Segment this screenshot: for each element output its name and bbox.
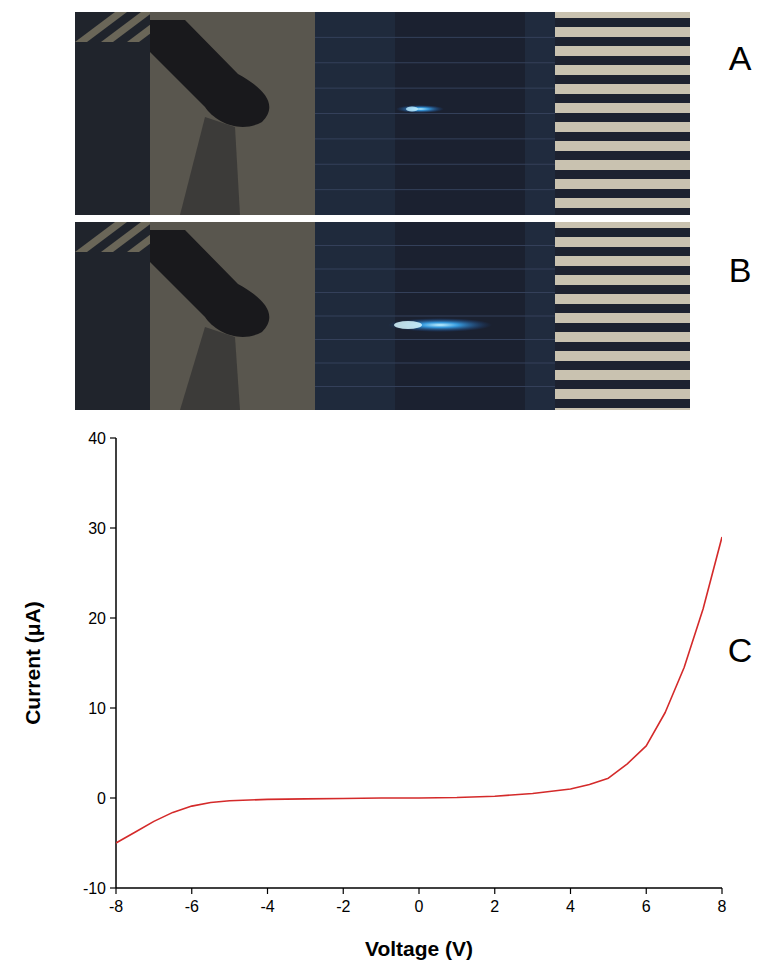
y-tick-label: 40 xyxy=(88,430,106,447)
electrode-finger xyxy=(555,103,690,113)
y-tick xyxy=(110,617,116,618)
electrode-finger xyxy=(555,256,690,266)
x-tick-label: 2 xyxy=(490,898,499,915)
y-tick-label: -10 xyxy=(83,880,106,897)
chart: -8 -6 -4 -2 0 2 4 6 8 -10 0 10 20 30 40 Voltage (V) Curr… xyxy=(21,430,727,961)
diagonal-stripe xyxy=(75,12,127,42)
y-axis xyxy=(115,438,117,888)
fine-line xyxy=(315,269,555,270)
x-tick xyxy=(115,888,116,894)
fine-line xyxy=(315,88,555,89)
fine-line xyxy=(315,316,555,317)
electrode-finger xyxy=(555,12,690,18)
electrode-finger xyxy=(555,313,690,323)
x-axis-title: Voltage (V) xyxy=(365,937,473,960)
x-tick xyxy=(267,888,268,894)
probe-tip xyxy=(150,230,269,337)
x-tick xyxy=(646,888,647,894)
electrode-finger xyxy=(555,46,690,56)
electrode-finger xyxy=(555,84,690,94)
x-tick-label: 0 xyxy=(415,898,424,915)
y-tick xyxy=(110,527,116,528)
electrode-finger xyxy=(555,160,690,170)
y-tick xyxy=(110,437,116,438)
y-tick xyxy=(110,707,116,708)
fine-line xyxy=(315,245,555,246)
x-tick-label: -8 xyxy=(109,898,123,915)
probe-shadow xyxy=(180,117,240,215)
electrode-finger xyxy=(555,408,690,410)
electrode-finger xyxy=(555,27,690,37)
electrode-finger xyxy=(555,65,690,75)
y-tick-label: 20 xyxy=(88,610,106,627)
contact-pad xyxy=(150,222,315,410)
electrode-finger xyxy=(555,389,690,399)
iv-curve xyxy=(116,537,722,843)
fine-line xyxy=(315,189,555,190)
micrograph xyxy=(75,12,690,215)
fine-line xyxy=(315,363,555,364)
emission-core xyxy=(406,107,418,112)
diagonal-stripe xyxy=(101,222,153,252)
y-tick xyxy=(110,797,116,798)
diagonal-stripe xyxy=(75,222,127,252)
x-tick-label: 4 xyxy=(566,898,575,915)
electrode-finger xyxy=(555,141,690,151)
electrode-finger xyxy=(555,370,690,380)
y-axis-title: Current (μA) xyxy=(21,601,44,725)
emission xyxy=(396,105,444,113)
y-tick xyxy=(110,887,116,888)
emission xyxy=(388,318,492,332)
fine-line xyxy=(315,113,555,114)
probe-tip xyxy=(150,20,269,127)
micrograph xyxy=(75,222,690,410)
electrode-finger xyxy=(555,332,690,342)
electrode-finger xyxy=(555,122,690,132)
x-tick-label: 8 xyxy=(718,898,727,915)
x-tick xyxy=(570,888,571,894)
y-tick-label: 30 xyxy=(88,520,106,537)
fine-line xyxy=(315,62,555,63)
x-tick xyxy=(494,888,495,894)
electrode-finger xyxy=(555,275,690,285)
probe-shadow xyxy=(180,327,240,410)
fine-line xyxy=(315,164,555,165)
figure: A B C -8 -6 -4 -2 0 2 4 6 8 -10 0 10 20 30 40 Voltage (V) C… xyxy=(0,0,779,978)
y-tick-label: 10 xyxy=(88,700,106,717)
electrode-finger xyxy=(555,179,690,189)
electrode-finger xyxy=(555,351,690,361)
electrode-finger xyxy=(555,198,690,208)
x-tick xyxy=(418,888,419,894)
electrode-finger xyxy=(555,294,690,304)
fine-line xyxy=(315,339,555,340)
x-tick xyxy=(191,888,192,894)
panel-letter: B xyxy=(729,251,752,289)
fine-line xyxy=(315,386,555,387)
x-tick xyxy=(721,888,722,894)
x-tick-label: -4 xyxy=(260,898,274,915)
contact-pad xyxy=(150,12,315,215)
diagonal-stripe xyxy=(101,12,153,42)
fine-line xyxy=(315,292,555,293)
panel-letter: A xyxy=(729,39,752,77)
x-tick-label: -2 xyxy=(336,898,350,915)
substrate-edge xyxy=(75,12,150,215)
electrode-finger xyxy=(555,222,690,228)
x-tick-label: 6 xyxy=(642,898,651,915)
emission-core xyxy=(394,321,422,329)
fine-line xyxy=(315,37,555,38)
panel-letter: C xyxy=(728,631,753,669)
data-group xyxy=(116,537,722,843)
x-tick xyxy=(343,888,344,894)
electrode-finger xyxy=(555,237,690,247)
x-tick-label: -6 xyxy=(185,898,199,915)
y-tick-label: 0 xyxy=(97,790,106,807)
fine-line xyxy=(315,138,555,139)
